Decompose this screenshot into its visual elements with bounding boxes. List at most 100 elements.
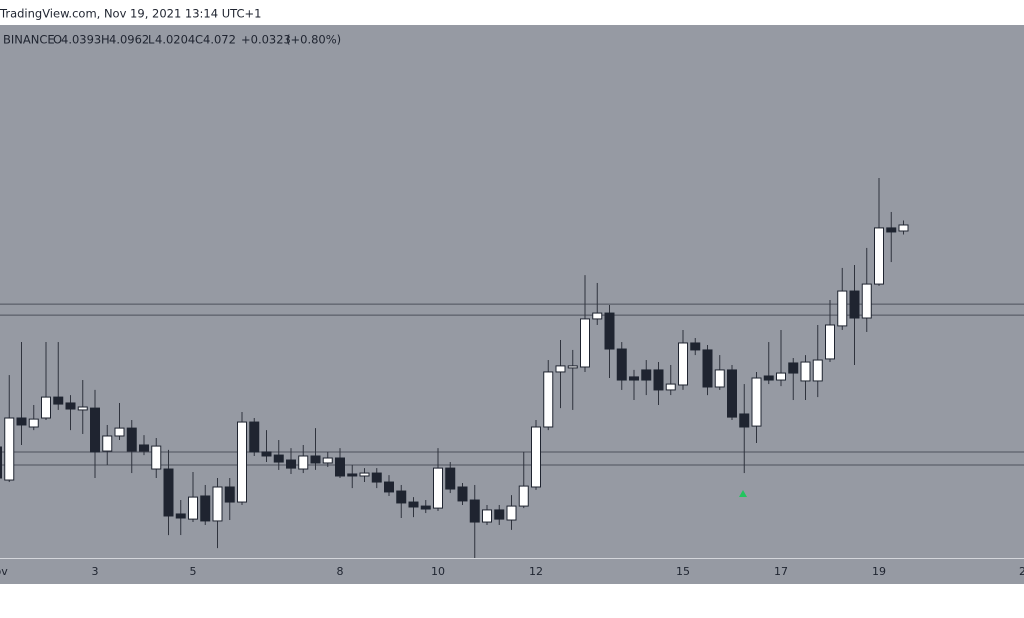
- candle-body: [763, 375, 774, 381]
- candle-body: [886, 227, 897, 233]
- candle-body: [188, 496, 198, 520]
- candle-body: [739, 413, 750, 428]
- candle-body: [114, 427, 125, 437]
- x-tick-label: 10: [431, 565, 445, 578]
- candle-body: [837, 290, 848, 327]
- candle-body: [41, 396, 51, 419]
- x-tick-label: 5: [190, 565, 197, 578]
- candle-body: [690, 342, 701, 351]
- candle-body: [849, 290, 860, 319]
- candle-body: [273, 454, 284, 463]
- candle-body: [359, 472, 370, 477]
- candle-body: [665, 383, 676, 391]
- candle-body: [335, 457, 345, 477]
- candle-body: [433, 467, 443, 509]
- candle-body: [641, 369, 652, 381]
- candle-body: [457, 486, 468, 502]
- low-value: 4.0204: [155, 33, 195, 47]
- high-label: H: [101, 33, 110, 47]
- candle-body: [531, 426, 541, 488]
- candle-body: [874, 227, 884, 285]
- x-tick-label: 17: [774, 565, 788, 578]
- ohlc-legend: BINANCE O 4.0393 H 4.0962 L 4.0204 C 4.0…: [3, 33, 341, 47]
- candle-body: [65, 402, 76, 410]
- candle-body: [200, 495, 211, 522]
- candle-body: [898, 224, 909, 232]
- candle-body: [310, 455, 321, 464]
- candle-body: [800, 361, 811, 382]
- candle-body: [371, 472, 382, 483]
- x-tick-label: 22: [1019, 565, 1024, 578]
- candle-body: [678, 342, 688, 386]
- candle-body: [151, 445, 162, 470]
- candle-body: [408, 501, 419, 508]
- x-tick-label: 15: [676, 565, 690, 578]
- close-value: 4.072: [203, 33, 236, 47]
- candle-body: [384, 481, 394, 493]
- x-tick-label: 19: [872, 565, 886, 578]
- candle-body: [16, 417, 27, 426]
- candle-body: [212, 486, 223, 522]
- candles: [0, 178, 909, 558]
- candle-body: [543, 371, 554, 428]
- candle-body: [0, 446, 2, 479]
- candle-body: [163, 468, 174, 517]
- low-label: L: [148, 33, 155, 47]
- candle-body: [580, 318, 590, 368]
- candle-body: [788, 362, 799, 374]
- candle-body: [861, 283, 872, 319]
- candle-body: [494, 509, 505, 520]
- candle-body: [812, 359, 823, 382]
- candle-body: [298, 455, 309, 470]
- x-tick-label: 3: [92, 565, 99, 578]
- candle-body: [396, 490, 407, 504]
- candle-body: [420, 505, 431, 510]
- candle-body: [249, 421, 260, 453]
- candle-body: [604, 312, 615, 350]
- candle-body: [261, 451, 272, 457]
- candle-body: [469, 499, 480, 523]
- x-tick-label: 12: [529, 565, 543, 578]
- candle-body: [592, 312, 603, 320]
- candle-body: [567, 365, 578, 369]
- candle-body: [224, 486, 235, 503]
- source-stamp: TradingView.com, Nov 19, 2021 13:14 UTC+…: [0, 7, 261, 21]
- x-tick-label: Nov: [0, 565, 8, 578]
- candle-body: [4, 417, 15, 481]
- close-label: C: [195, 33, 203, 47]
- change-percent: (+0.80%): [286, 33, 341, 47]
- candle-body: [629, 376, 639, 381]
- exchange: BINANCE: [3, 33, 55, 47]
- candle-body: [347, 473, 358, 477]
- candle-body: [126, 427, 137, 452]
- signal-marker: [739, 490, 747, 497]
- candle-body: [53, 396, 64, 405]
- candle-body: [702, 349, 713, 388]
- candle-body: [237, 421, 247, 503]
- candle-body: [139, 444, 149, 452]
- candle-body: [28, 418, 39, 428]
- candle-body: [482, 509, 492, 523]
- x-axis: Nov 3 5 8 10 12 15 17 19 22: [0, 565, 1024, 578]
- candle-body: [714, 369, 725, 388]
- candle-body: [445, 467, 456, 490]
- candle-body: [825, 324, 835, 360]
- x-tick-label: 8: [337, 565, 344, 578]
- change: +0.0323: [241, 33, 291, 47]
- candle-body: [776, 372, 786, 381]
- candle-body: [506, 505, 517, 521]
- candle-body: [90, 407, 100, 453]
- high-value: 4.0962: [109, 33, 149, 47]
- candle-body: [518, 485, 529, 507]
- open-label: O: [53, 33, 62, 47]
- candle-body: [555, 365, 566, 373]
- candle-body: [616, 348, 627, 381]
- candle-body: [322, 457, 333, 464]
- candle-body: [727, 369, 737, 418]
- candle-body: [286, 459, 296, 469]
- candle-body: [102, 435, 113, 452]
- open-value: 4.0393: [61, 33, 101, 47]
- candle-body: [653, 369, 664, 391]
- candle-body: [77, 406, 88, 411]
